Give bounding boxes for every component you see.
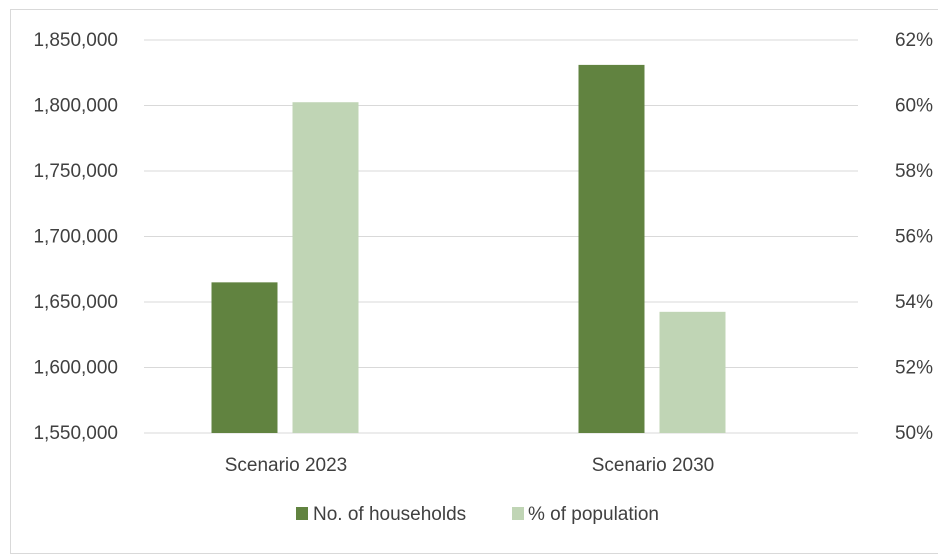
left-axis-tick-label: 1,600,000 bbox=[33, 358, 118, 379]
left-axis-tick-label: 1,750,000 bbox=[33, 161, 118, 182]
bar-population bbox=[659, 311, 726, 433]
right-axis-tick-label: 54% bbox=[895, 292, 933, 313]
bar-households bbox=[578, 64, 645, 433]
left-axis-tick-label: 1,800,000 bbox=[33, 96, 118, 117]
bar-chart: 1,550,000 1,600,000 1,650,000 1,700,000 1,75… bbox=[33, 30, 933, 525]
legend-label: % of population bbox=[528, 504, 659, 525]
bar-households bbox=[211, 282, 278, 433]
legend-swatch bbox=[512, 507, 524, 520]
legend-label: No. of households bbox=[313, 504, 466, 525]
right-axis-tick-label: 56% bbox=[895, 227, 933, 248]
category-label: Scenario 2023 bbox=[225, 455, 348, 476]
bar-population bbox=[292, 102, 359, 433]
right-axis-tick-label: 60% bbox=[895, 96, 933, 117]
left-axis-tick-label: 1,650,000 bbox=[33, 292, 118, 313]
right-axis-tick-label: 62% bbox=[895, 30, 933, 51]
right-axis-tick-label: 50% bbox=[895, 423, 933, 444]
category-label: Scenario 2030 bbox=[592, 455, 715, 476]
left-axis-tick-label: 1,700,000 bbox=[33, 227, 118, 248]
right-axis-tick-label: 58% bbox=[895, 161, 933, 182]
chart-frame bbox=[10, 9, 938, 554]
legend-swatch bbox=[296, 507, 308, 520]
right-axis-tick-label: 52% bbox=[895, 358, 933, 379]
left-axis-tick-label: 1,550,000 bbox=[33, 423, 118, 444]
left-axis-tick-label: 1,850,000 bbox=[33, 30, 118, 51]
